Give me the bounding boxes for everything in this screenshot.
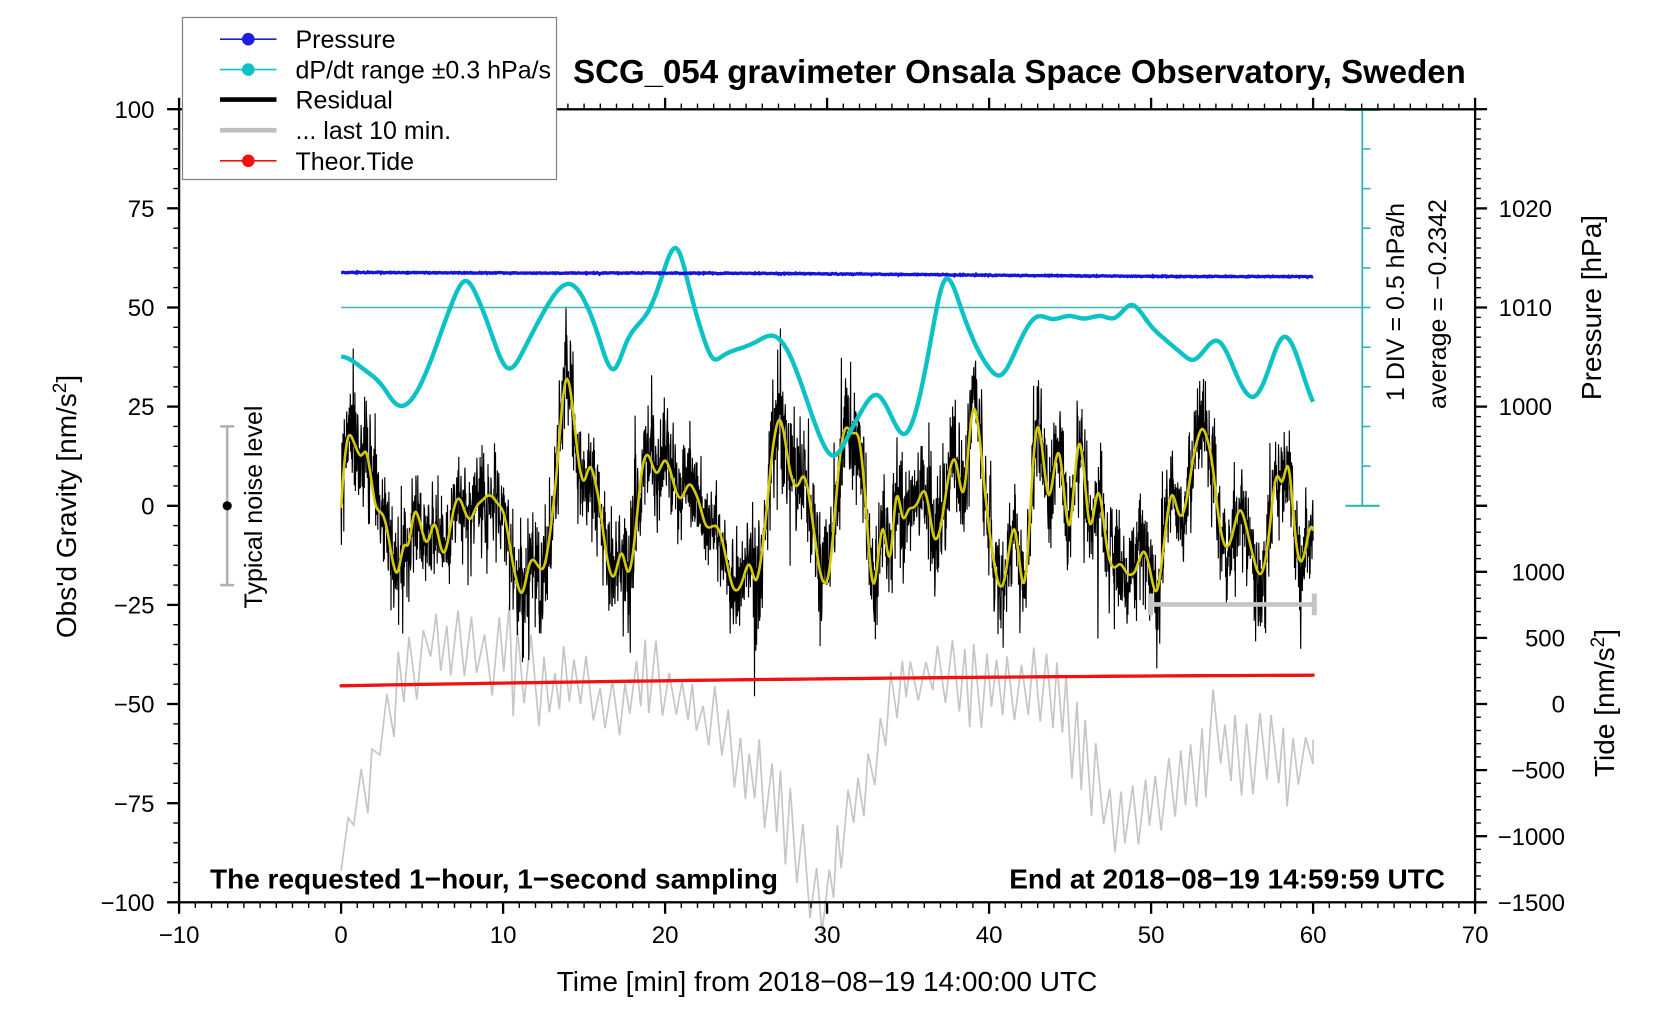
svg-text:Theor.Tide: Theor.Tide <box>296 148 415 176</box>
svg-text:30: 30 <box>814 922 841 949</box>
svg-text:1000: 1000 <box>1512 559 1565 586</box>
svg-text:1010: 1010 <box>1499 295 1552 322</box>
svg-text:−1500: −1500 <box>1498 890 1565 917</box>
svg-text:1000: 1000 <box>1499 394 1552 421</box>
svg-text:40: 40 <box>976 922 1003 949</box>
svg-text:60: 60 <box>1300 922 1327 949</box>
svg-text:Pressure: Pressure <box>296 26 396 54</box>
svg-text:1020: 1020 <box>1499 196 1552 223</box>
svg-text:−100: −100 <box>100 890 154 917</box>
svg-text:−500: −500 <box>1511 758 1565 785</box>
svg-text:1 DIV = 0.5 hPa/h: 1 DIV = 0.5 hPa/h <box>1382 203 1410 401</box>
svg-text:−75: −75 <box>114 791 155 818</box>
svg-text:10: 10 <box>490 922 517 949</box>
svg-text:500: 500 <box>1525 626 1565 653</box>
svg-text:average = −0.2342: average = −0.2342 <box>1424 199 1452 409</box>
svg-text:0: 0 <box>334 922 347 949</box>
svg-text:70: 70 <box>1462 922 1489 949</box>
svg-text:20: 20 <box>652 922 679 949</box>
svg-text:50: 50 <box>1138 922 1165 949</box>
svg-text:Time [min] from 2018−08−19 14:: Time [min] from 2018−08−19 14:00:00 UTC <box>557 966 1098 997</box>
svg-text:75: 75 <box>128 196 155 223</box>
svg-text:−10: −10 <box>159 922 200 949</box>
svg-text:25: 25 <box>128 394 155 421</box>
svg-text:Tide [nm/s2]: Tide [nm/s2] <box>1588 629 1620 777</box>
svg-text:Residual: Residual <box>296 87 393 115</box>
svg-text:... last 10 min.: ... last 10 min. <box>296 117 452 145</box>
svg-text:Typical noise level: Typical noise level <box>240 406 268 609</box>
svg-text:100: 100 <box>114 97 154 124</box>
svg-text:50: 50 <box>128 295 155 322</box>
svg-text:End at 2018−08−19 14:59:59 UTC: End at 2018−08−19 14:59:59 UTC <box>1009 864 1445 895</box>
svg-text:0: 0 <box>141 493 154 520</box>
svg-text:dP/dt range ±0.3 hPa/s: dP/dt range ±0.3 hPa/s <box>296 57 552 85</box>
svg-text:−1000: −1000 <box>1498 824 1565 851</box>
svg-text:The requested 1−hour, 1−second: The requested 1−hour, 1−second sampling <box>210 864 778 895</box>
svg-text:−25: −25 <box>114 592 155 619</box>
svg-text:Obs'd Gravity [nm/s2]: Obs'd Gravity [nm/s2] <box>50 375 82 638</box>
svg-text:SCG_054 gravimeter Onsala Spac: SCG_054 gravimeter Onsala Space Observat… <box>573 53 1466 90</box>
svg-text:Pressure [hPa]: Pressure [hPa] <box>1576 215 1607 400</box>
svg-text:−50: −50 <box>114 692 155 719</box>
svg-text:0: 0 <box>1552 692 1565 719</box>
